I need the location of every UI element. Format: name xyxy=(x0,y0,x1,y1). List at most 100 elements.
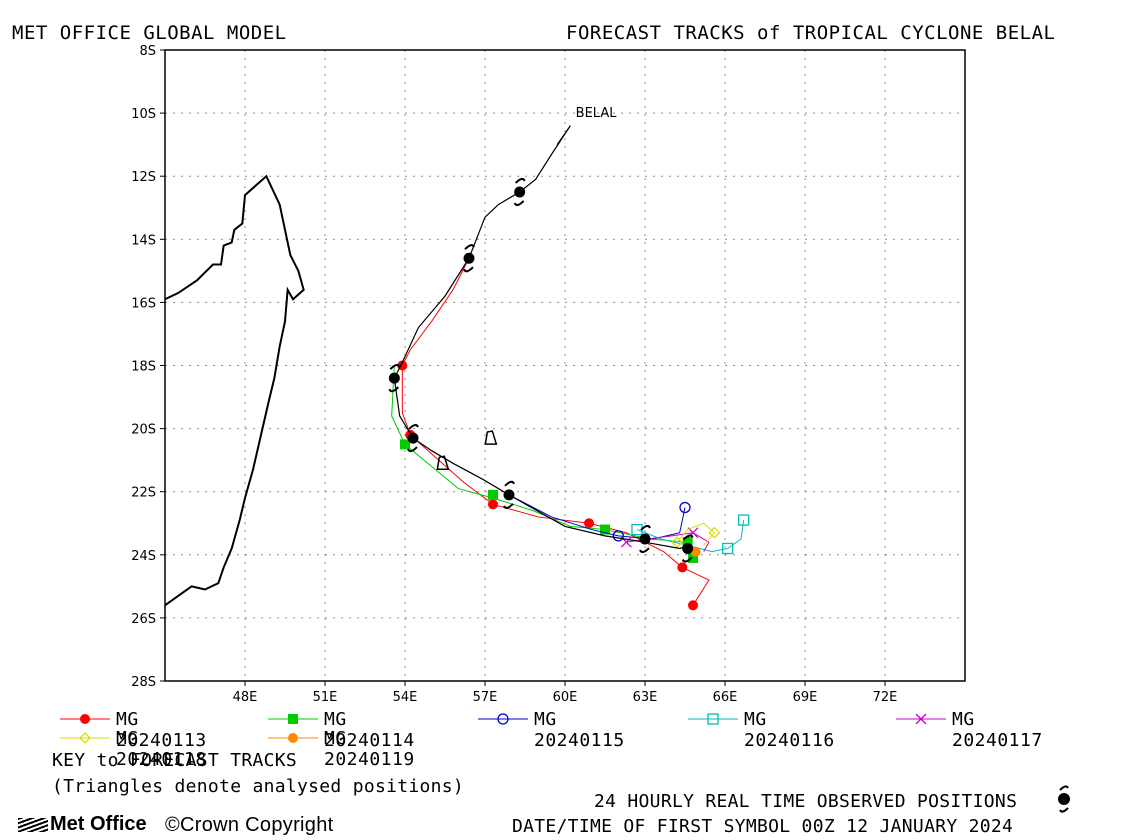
forecast-point xyxy=(708,526,721,539)
key-label: KEY to FORECAST TRACKS xyxy=(52,750,298,771)
y-tick-label: 16S xyxy=(131,296,156,311)
cyclone-symbol-core xyxy=(639,533,651,545)
model-title: MET OFFICE GLOBAL MODEL xyxy=(12,22,287,44)
cyclone-symbol-arm xyxy=(388,386,400,393)
y-tick-label: 14S xyxy=(131,233,156,248)
cyclone-symbol-core xyxy=(463,252,475,264)
logo-text: Met Office xyxy=(50,813,147,835)
cyclone-symbol-arm xyxy=(463,266,474,273)
y-tick-label: 26S xyxy=(131,612,156,627)
legend-label: MG 20240118 xyxy=(116,728,207,770)
cyclone-symbol-core xyxy=(682,542,694,554)
y-tick-label: 8S xyxy=(139,44,156,59)
storm-label-leader xyxy=(556,125,571,145)
x-tick-label: 63E xyxy=(633,690,658,705)
forecast-point xyxy=(688,600,698,611)
cyclone-symbol-arm xyxy=(513,200,525,207)
legend-label: MG 20240116 xyxy=(744,709,835,751)
observed-position xyxy=(503,480,515,509)
legend-marker xyxy=(915,713,927,725)
forecast-point xyxy=(738,514,750,526)
observed-position xyxy=(463,244,475,273)
cyclone-symbol-arm xyxy=(503,503,514,509)
legend-symbol xyxy=(60,714,110,724)
cyclone-symbol-arm xyxy=(639,547,650,554)
forecast-point xyxy=(722,542,734,555)
datetime-note: DATE/TIME OF FIRST SYMBOL 00Z 12 JANUARY… xyxy=(512,816,1014,837)
x-tick-label: 48E xyxy=(233,690,258,705)
cyclone-symbol-arm xyxy=(408,424,419,430)
legend-marker xyxy=(707,713,719,725)
x-tick-label: 69E xyxy=(793,690,818,705)
x-tick-label: 66E xyxy=(713,690,738,705)
storm-label: BELAL xyxy=(576,106,618,121)
legend-marker xyxy=(79,732,91,744)
legend-symbol xyxy=(688,713,738,725)
cyclone-symbol-core xyxy=(514,186,526,198)
legend-label: MG 20240117 xyxy=(952,709,1043,751)
forecast-track-line xyxy=(401,258,710,606)
x-tick-label: 54E xyxy=(393,690,418,705)
cyclone-symbol-core xyxy=(503,489,515,501)
logo-stripes-icon xyxy=(18,817,48,832)
analysed-triangle xyxy=(436,455,450,471)
y-tick-label: 10S xyxy=(131,107,156,122)
forecast-point xyxy=(584,518,594,529)
x-tick-label: 72E xyxy=(873,690,898,705)
forecast-point xyxy=(679,501,691,514)
forecast-point xyxy=(612,530,624,542)
forecast-track-line xyxy=(391,365,694,559)
madagascar-coastline xyxy=(164,174,305,607)
observed-position xyxy=(639,524,651,554)
forecast-point xyxy=(488,489,498,500)
forecast-point xyxy=(690,546,701,557)
cyclone-symbol-arm xyxy=(681,556,693,563)
y-tick-label: 22S xyxy=(131,486,156,501)
y-tick-label: 24S xyxy=(131,549,156,564)
forecast-track-line xyxy=(508,494,686,540)
forecast-point xyxy=(600,524,610,535)
x-tick-label: 57E xyxy=(473,690,498,705)
legend-symbol xyxy=(268,733,318,743)
cyclone-symbol-arm xyxy=(407,446,418,453)
forecast-point xyxy=(688,552,698,563)
legend-marker xyxy=(497,713,509,725)
legend-symbol xyxy=(60,732,110,744)
forecast-track-line xyxy=(676,522,716,546)
legend-symbol xyxy=(896,713,946,725)
cyclone-symbol-arm xyxy=(514,177,526,184)
copyright: ©Crown Copyright xyxy=(165,814,334,836)
legend-symbol xyxy=(268,714,318,724)
triangles-note: (Triangles denote analysed positions) xyxy=(52,776,465,797)
forecast-point xyxy=(682,537,693,548)
legend-label: MG 20240113 xyxy=(116,709,207,751)
observed-track-line xyxy=(393,125,691,550)
cyclone-symbol-arm xyxy=(389,364,401,370)
forecast-track-line xyxy=(636,520,745,553)
map-frame xyxy=(164,49,966,682)
legend-symbol xyxy=(478,713,528,725)
met-office-logo: Met Office xyxy=(18,813,147,836)
forecast-point xyxy=(671,536,683,549)
cyclone-symbol-arm xyxy=(682,534,694,541)
observed-position xyxy=(407,424,419,453)
y-tick-label: 12S xyxy=(131,170,156,185)
legend-marker xyxy=(288,733,298,743)
cyclone-symbol-arm xyxy=(464,244,475,250)
cyclone-symbol-arm xyxy=(504,480,515,487)
y-tick-label: 20S xyxy=(131,423,156,438)
observed-position xyxy=(681,534,694,563)
legend-label: MG 20240115 xyxy=(534,709,625,751)
x-tick-label: 51E xyxy=(313,690,338,705)
observed-position xyxy=(513,177,526,207)
legend-label: MG 20240114 xyxy=(324,709,415,751)
y-tick-label: 28S xyxy=(131,675,156,690)
legend-marker xyxy=(288,714,298,724)
analysed-triangle xyxy=(484,430,498,445)
y-tick-label: 18S xyxy=(131,360,156,375)
cyclone-symbol-arm xyxy=(640,524,651,531)
chart-title: FORECAST TRACKS of TROPICAL CYCLONE BELA… xyxy=(566,22,1056,44)
observed-note: 24 HOURLY REAL TIME OBSERVED POSITIONS xyxy=(594,791,1018,812)
forecast-point xyxy=(400,439,410,450)
forecast-point xyxy=(677,562,688,573)
